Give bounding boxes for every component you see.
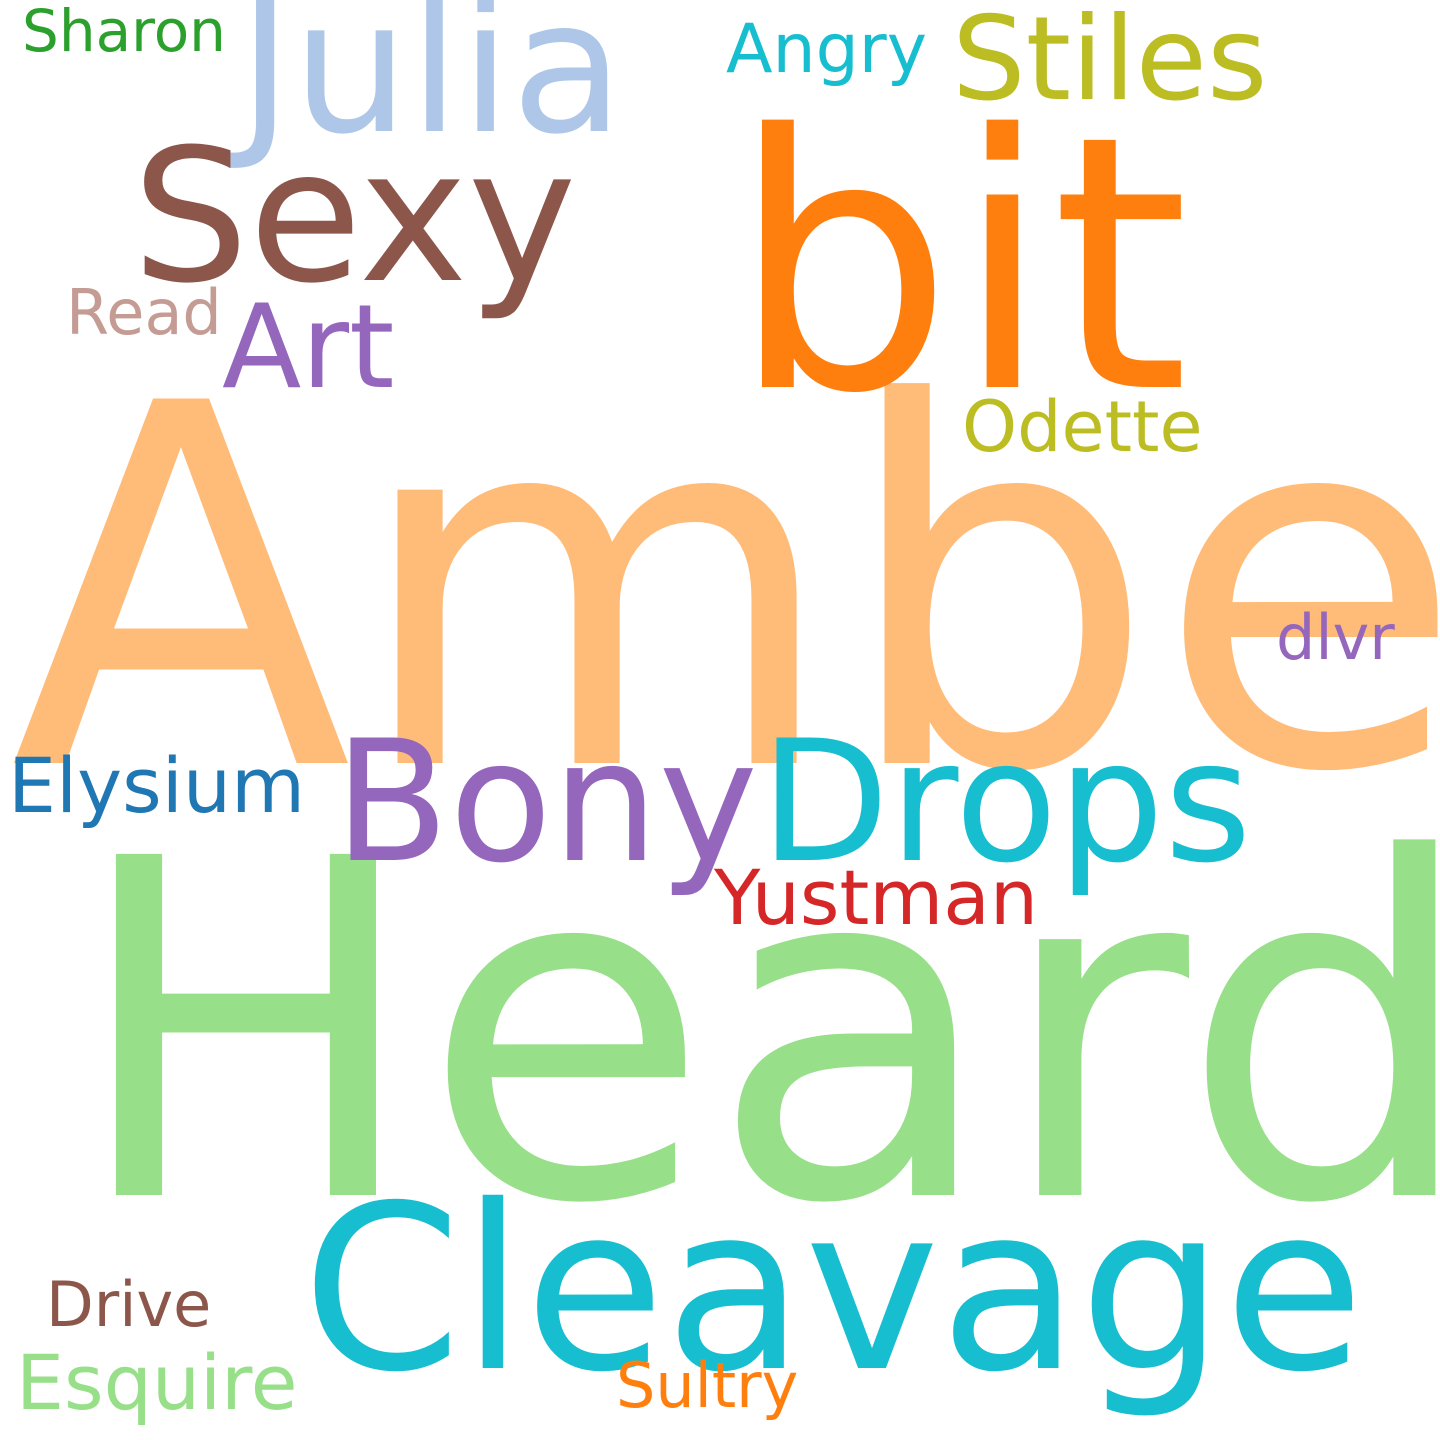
word-heard: Heard xyxy=(70,762,1440,1306)
word-read: Read xyxy=(66,276,222,349)
word-bony: Bony xyxy=(334,704,758,900)
word-julia: Julia xyxy=(238,0,624,175)
word-sultry: Sultry xyxy=(616,1349,799,1422)
word-cleavage: Cleavage xyxy=(302,1156,1365,1422)
word-dlvr: dlvr xyxy=(1276,601,1395,674)
word-bit: bit xyxy=(730,61,1190,471)
word-stiles: Stiles xyxy=(952,0,1268,127)
word-odette: Odette xyxy=(962,386,1203,468)
word-drops: Drops xyxy=(760,704,1252,900)
word-angry: Angry xyxy=(726,10,927,89)
word-elysium: Elysium xyxy=(8,741,306,830)
word-yustman: Yustman xyxy=(714,853,1039,942)
word-amber: Amber xyxy=(10,299,1440,881)
word-esquire: Esquire xyxy=(16,1338,298,1427)
word-drive: Drive xyxy=(46,1268,212,1341)
word-art: Art xyxy=(222,280,395,415)
word-sharon: Sharon xyxy=(22,0,226,65)
word-sexy: Sexy xyxy=(132,110,577,324)
